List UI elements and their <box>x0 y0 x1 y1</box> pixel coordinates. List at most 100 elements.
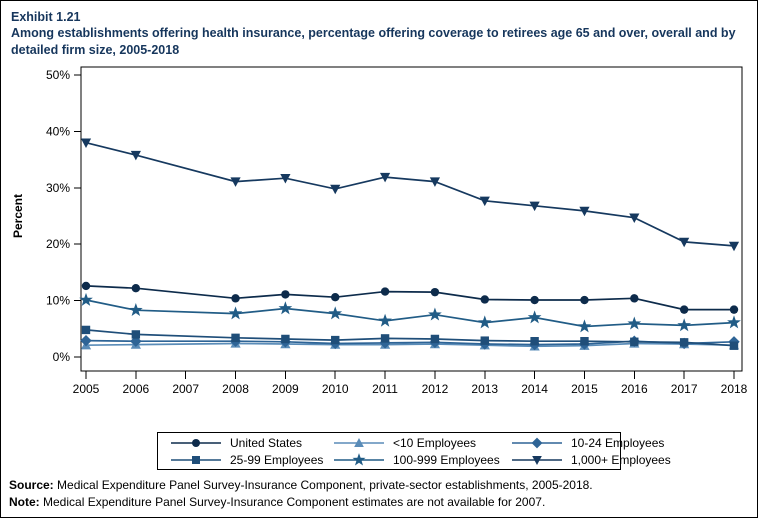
plot-frame <box>80 66 743 372</box>
square-marker-icon <box>530 337 539 346</box>
circle-marker-icon <box>231 294 240 303</box>
circle-marker-icon <box>331 293 340 302</box>
note-text: Medical Expenditure Panel Survey-Insuran… <box>39 494 546 509</box>
star-marker-icon <box>79 292 93 306</box>
circle-marker-icon <box>679 305 689 314</box>
legend-item-1-000-employees: 1,000+ Employees <box>511 452 671 468</box>
y-tick-label: 40% <box>46 124 70 138</box>
star-marker-icon <box>378 313 392 327</box>
legend-label: United States <box>230 435 303 450</box>
x-tick-label: 2011 <box>372 382 398 396</box>
circle-marker-icon <box>281 290 290 299</box>
x-tick-label: 2016 <box>621 382 648 396</box>
x-tick-label: 2008 <box>222 382 249 396</box>
square-marker-icon <box>630 337 639 346</box>
triangle-down-marker-icon <box>679 237 690 248</box>
legend-label: <10 Employees <box>393 435 477 450</box>
triangle-down-marker-icon <box>512 455 562 465</box>
y-tick-label: 30% <box>46 181 70 195</box>
triangle-down-marker-icon <box>80 138 92 148</box>
triangle-down-marker-icon <box>379 172 391 183</box>
legend-item-10-employees: <10 Employees <box>333 435 511 451</box>
note-label: Note: <box>9 494 40 509</box>
star-marker-icon <box>278 301 293 315</box>
legend-item-100-999-employees: 100-999 Employees <box>333 452 511 468</box>
y-tick-label: 10% <box>46 294 70 308</box>
square-marker-icon <box>231 333 240 343</box>
star-glyph <box>352 452 366 466</box>
x-tick-label: 2006 <box>122 382 149 396</box>
square-marker-icon <box>380 334 390 343</box>
source-text: Medical Expenditure Panel Survey-Insuran… <box>53 478 593 492</box>
square-marker-icon <box>729 341 739 350</box>
y-axis: 0% 10% 20% 30% 40% 50% Percent <box>11 68 81 364</box>
exhibit-number: Exhibit 1.21 <box>11 10 81 24</box>
triangle-down-glyph <box>532 455 542 465</box>
legend-label: 100-999 Employees <box>393 452 500 467</box>
circle-marker-icon <box>630 294 639 303</box>
x-tick-label: 2009 <box>272 382 299 396</box>
chart-legend: United States <10 Employees 10-24 Employee… <box>157 432 671 470</box>
x-tick-label: 2015 <box>571 382 598 396</box>
triangle-down-marker-icon <box>280 174 291 184</box>
square-marker-icon <box>580 337 589 346</box>
x-tick-label: 2013 <box>471 382 498 396</box>
square-glyph <box>192 455 200 464</box>
circle-marker-icon <box>729 305 739 314</box>
triangle-up-marker-icon <box>334 437 384 447</box>
triangle-down-marker-icon <box>130 150 141 161</box>
title-block: Exhibit 1.21 Among establishments offeri… <box>11 9 751 58</box>
star-marker-icon <box>577 319 592 333</box>
x-tick-label: 2012 <box>422 382 449 396</box>
star-marker-icon <box>727 315 741 329</box>
x-tick-label: 2007 <box>172 382 199 396</box>
triangle-down-marker-icon <box>529 201 540 212</box>
y-tick-label: 50% <box>46 68 70 82</box>
square-marker-icon <box>81 325 91 335</box>
triangle-down-marker-icon <box>479 196 490 207</box>
x-axis: 2005 2006 2007 2008 2009 2010 2011 2012 2013 2014… <box>73 371 748 396</box>
star-marker-icon <box>627 316 642 330</box>
circle-marker-icon <box>131 283 141 293</box>
y-axis-title: Percent <box>11 194 25 238</box>
series-line <box>85 141 735 247</box>
footnotes: Source: Medical Expenditure Panel Survey… <box>9 477 593 511</box>
circle-marker-icon <box>380 287 390 296</box>
star-marker-icon <box>228 306 243 320</box>
square-marker-icon <box>281 334 290 344</box>
legend-item-10-24-employees: 10-24 Employees <box>511 435 671 451</box>
availability-note: Note: Medical Expenditure Panel Survey-I… <box>9 494 593 511</box>
x-tick-label: 2014 <box>521 382 548 396</box>
circle-marker-icon <box>480 295 489 304</box>
legend-item-united-states: United States <box>170 435 333 451</box>
star-marker-icon <box>328 306 343 320</box>
chart-title: Among establishments offering health ins… <box>11 26 736 57</box>
circle-marker-icon <box>430 287 440 297</box>
triangle-down-marker-icon <box>629 213 640 223</box>
diamond-marker-icon <box>80 334 92 347</box>
star-marker-icon <box>477 315 492 329</box>
x-tick-label: 2005 <box>73 382 100 396</box>
circle-marker-icon <box>171 438 221 447</box>
star-marker-icon <box>677 318 691 332</box>
star-marker-icon <box>129 302 143 317</box>
triangle-down-marker-icon <box>579 206 590 217</box>
triangle-down-marker-icon <box>330 184 341 195</box>
legend-label: 10-24 Employees <box>571 435 665 450</box>
retiree-coverage-line-chart: 0% 10% 20% 30% 40% 50% Percent 2005 2006 2007 2008… <box>11 66 748 396</box>
y-tick-label: 20% <box>46 237 70 251</box>
circle-glyph <box>192 438 200 447</box>
star-marker-icon <box>334 452 384 466</box>
circle-marker-icon <box>530 295 539 305</box>
y-tick-label: 0% <box>53 350 71 364</box>
triangle-down-marker-icon <box>728 241 740 252</box>
x-tick-label: 2018 <box>721 382 748 396</box>
square-marker-icon <box>679 338 689 347</box>
square-marker-icon <box>131 330 141 339</box>
square-marker-icon <box>331 335 340 345</box>
source-note: Source: Medical Expenditure Panel Survey… <box>9 477 593 494</box>
legend-item-25-99-employees: 25-99 Employees <box>170 452 333 468</box>
legend-label: 25-99 Employees <box>230 452 324 467</box>
legend-label: 1,000+ Employees <box>571 452 671 467</box>
